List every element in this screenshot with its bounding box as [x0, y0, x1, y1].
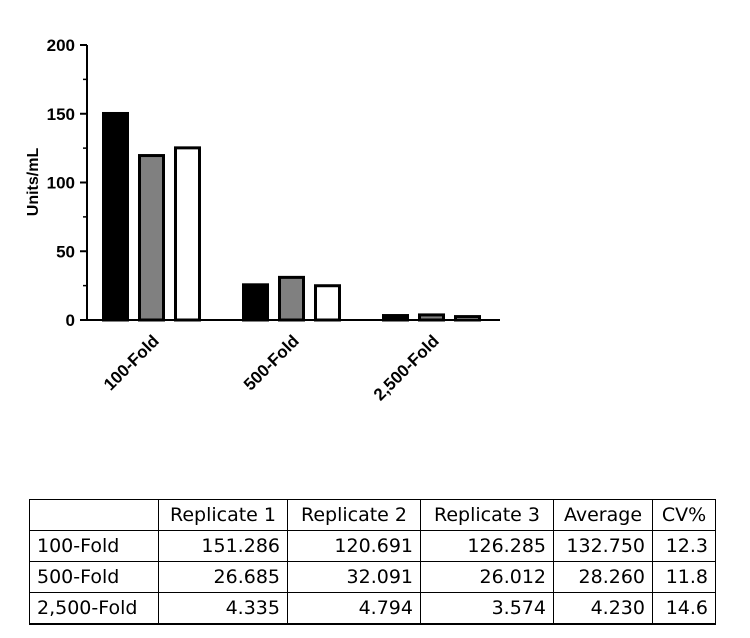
table-row-label: 500-Fold [29, 561, 159, 593]
y-tick-label: 150 [47, 105, 75, 124]
table-header-cell: Replicate 2 [287, 499, 421, 531]
table-cell: 28.260 [553, 561, 653, 593]
bars-layer [102, 111, 481, 322]
table-cell: 4.335 [158, 592, 288, 625]
y-tick-label: 0 [66, 311, 75, 330]
x-category-label: 2,500-Fold [370, 331, 443, 404]
bar-500-Fold-series-2 [278, 275, 305, 322]
table-row: 2,500-Fold 4.335 4.794 3.574 4.230 14.6 [29, 592, 716, 625]
y-ticks: 0 50 100 150 200 [47, 36, 87, 330]
table-cell: 4.230 [553, 592, 653, 625]
table-row-label: 2,500-Fold [29, 592, 159, 625]
table-cell: 26.685 [158, 561, 288, 593]
table-cell: 120.691 [287, 530, 421, 562]
data-table: Replicate 1 Replicate 2 Replicate 3 Aver… [29, 499, 716, 625]
table-cell: 32.091 [287, 561, 421, 593]
table-cell: 132.750 [553, 530, 653, 562]
bar-100-Fold-series-1 [102, 111, 129, 322]
y-tick-label: 100 [47, 174, 75, 193]
y-tick-label: 200 [47, 36, 75, 55]
table-header-cell: Replicate 3 [420, 499, 554, 531]
table-cell: 151.286 [158, 530, 288, 562]
bar-500-Fold-series-3 [314, 284, 341, 322]
bar-100-Fold-series-3 [174, 146, 201, 322]
table-header-cell: Replicate 1 [158, 499, 288, 531]
y-tick-label: 50 [56, 242, 75, 261]
y-axis-title: Units/mL [25, 148, 42, 217]
table-cell: 126.285 [420, 530, 554, 562]
table-header-cell: Average [553, 499, 653, 531]
table-header-cell: CV% [652, 499, 716, 531]
bar-500-Fold-series-1 [242, 283, 269, 322]
table-cell: 14.6 [652, 592, 716, 625]
table-row: 100-Fold 151.286 120.691 126.285 132.750… [29, 530, 716, 562]
table-header-row: Replicate 1 Replicate 2 Replicate 3 Aver… [29, 499, 716, 531]
x-category-label: 100-Fold [100, 331, 163, 394]
table-row-label: 100-Fold [29, 530, 159, 562]
x-category-label: 500-Fold [240, 331, 303, 394]
x-category-labels: 100-Fold 500-Fold 2,500-Fold [100, 331, 443, 404]
table-cell: 26.012 [420, 561, 554, 593]
table-cell: 11.8 [652, 561, 716, 593]
bar-100-Fold-series-2 [138, 154, 165, 322]
table-header-cell [29, 499, 159, 531]
table-cell: 3.574 [420, 592, 554, 625]
table-row: 500-Fold 26.685 32.091 26.012 28.260 11.… [29, 561, 716, 593]
table-cell: 12.3 [652, 530, 716, 562]
table-cell: 4.794 [287, 592, 421, 625]
